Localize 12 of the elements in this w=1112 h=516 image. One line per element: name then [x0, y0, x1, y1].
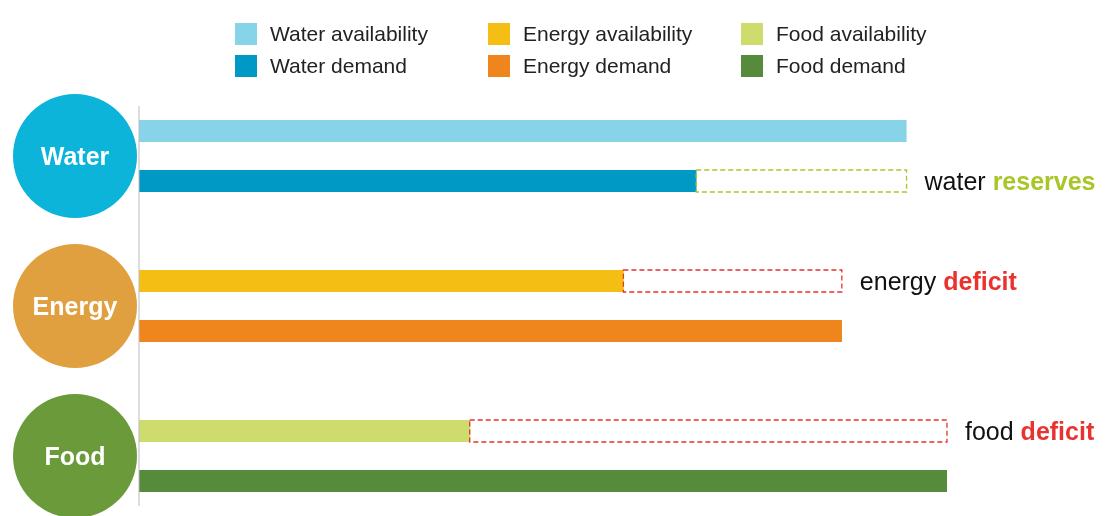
y-tick-label: Energy	[32, 292, 118, 320]
legend-label: Water availability	[270, 22, 428, 46]
annotation: water reserves	[923, 167, 1096, 195]
legend-label: Energy availability	[523, 22, 693, 46]
legend-label: Energy demand	[523, 54, 672, 78]
annotation: energy deficit	[859, 267, 1018, 295]
y-tick-label: Water	[40, 142, 110, 170]
y-tick-label: Food	[44, 442, 106, 470]
legend-label: Food demand	[776, 54, 906, 78]
legend-label: Food availability	[776, 22, 927, 46]
legend-label: Water demand	[270, 54, 407, 78]
text: food deficit	[965, 417, 1095, 445]
